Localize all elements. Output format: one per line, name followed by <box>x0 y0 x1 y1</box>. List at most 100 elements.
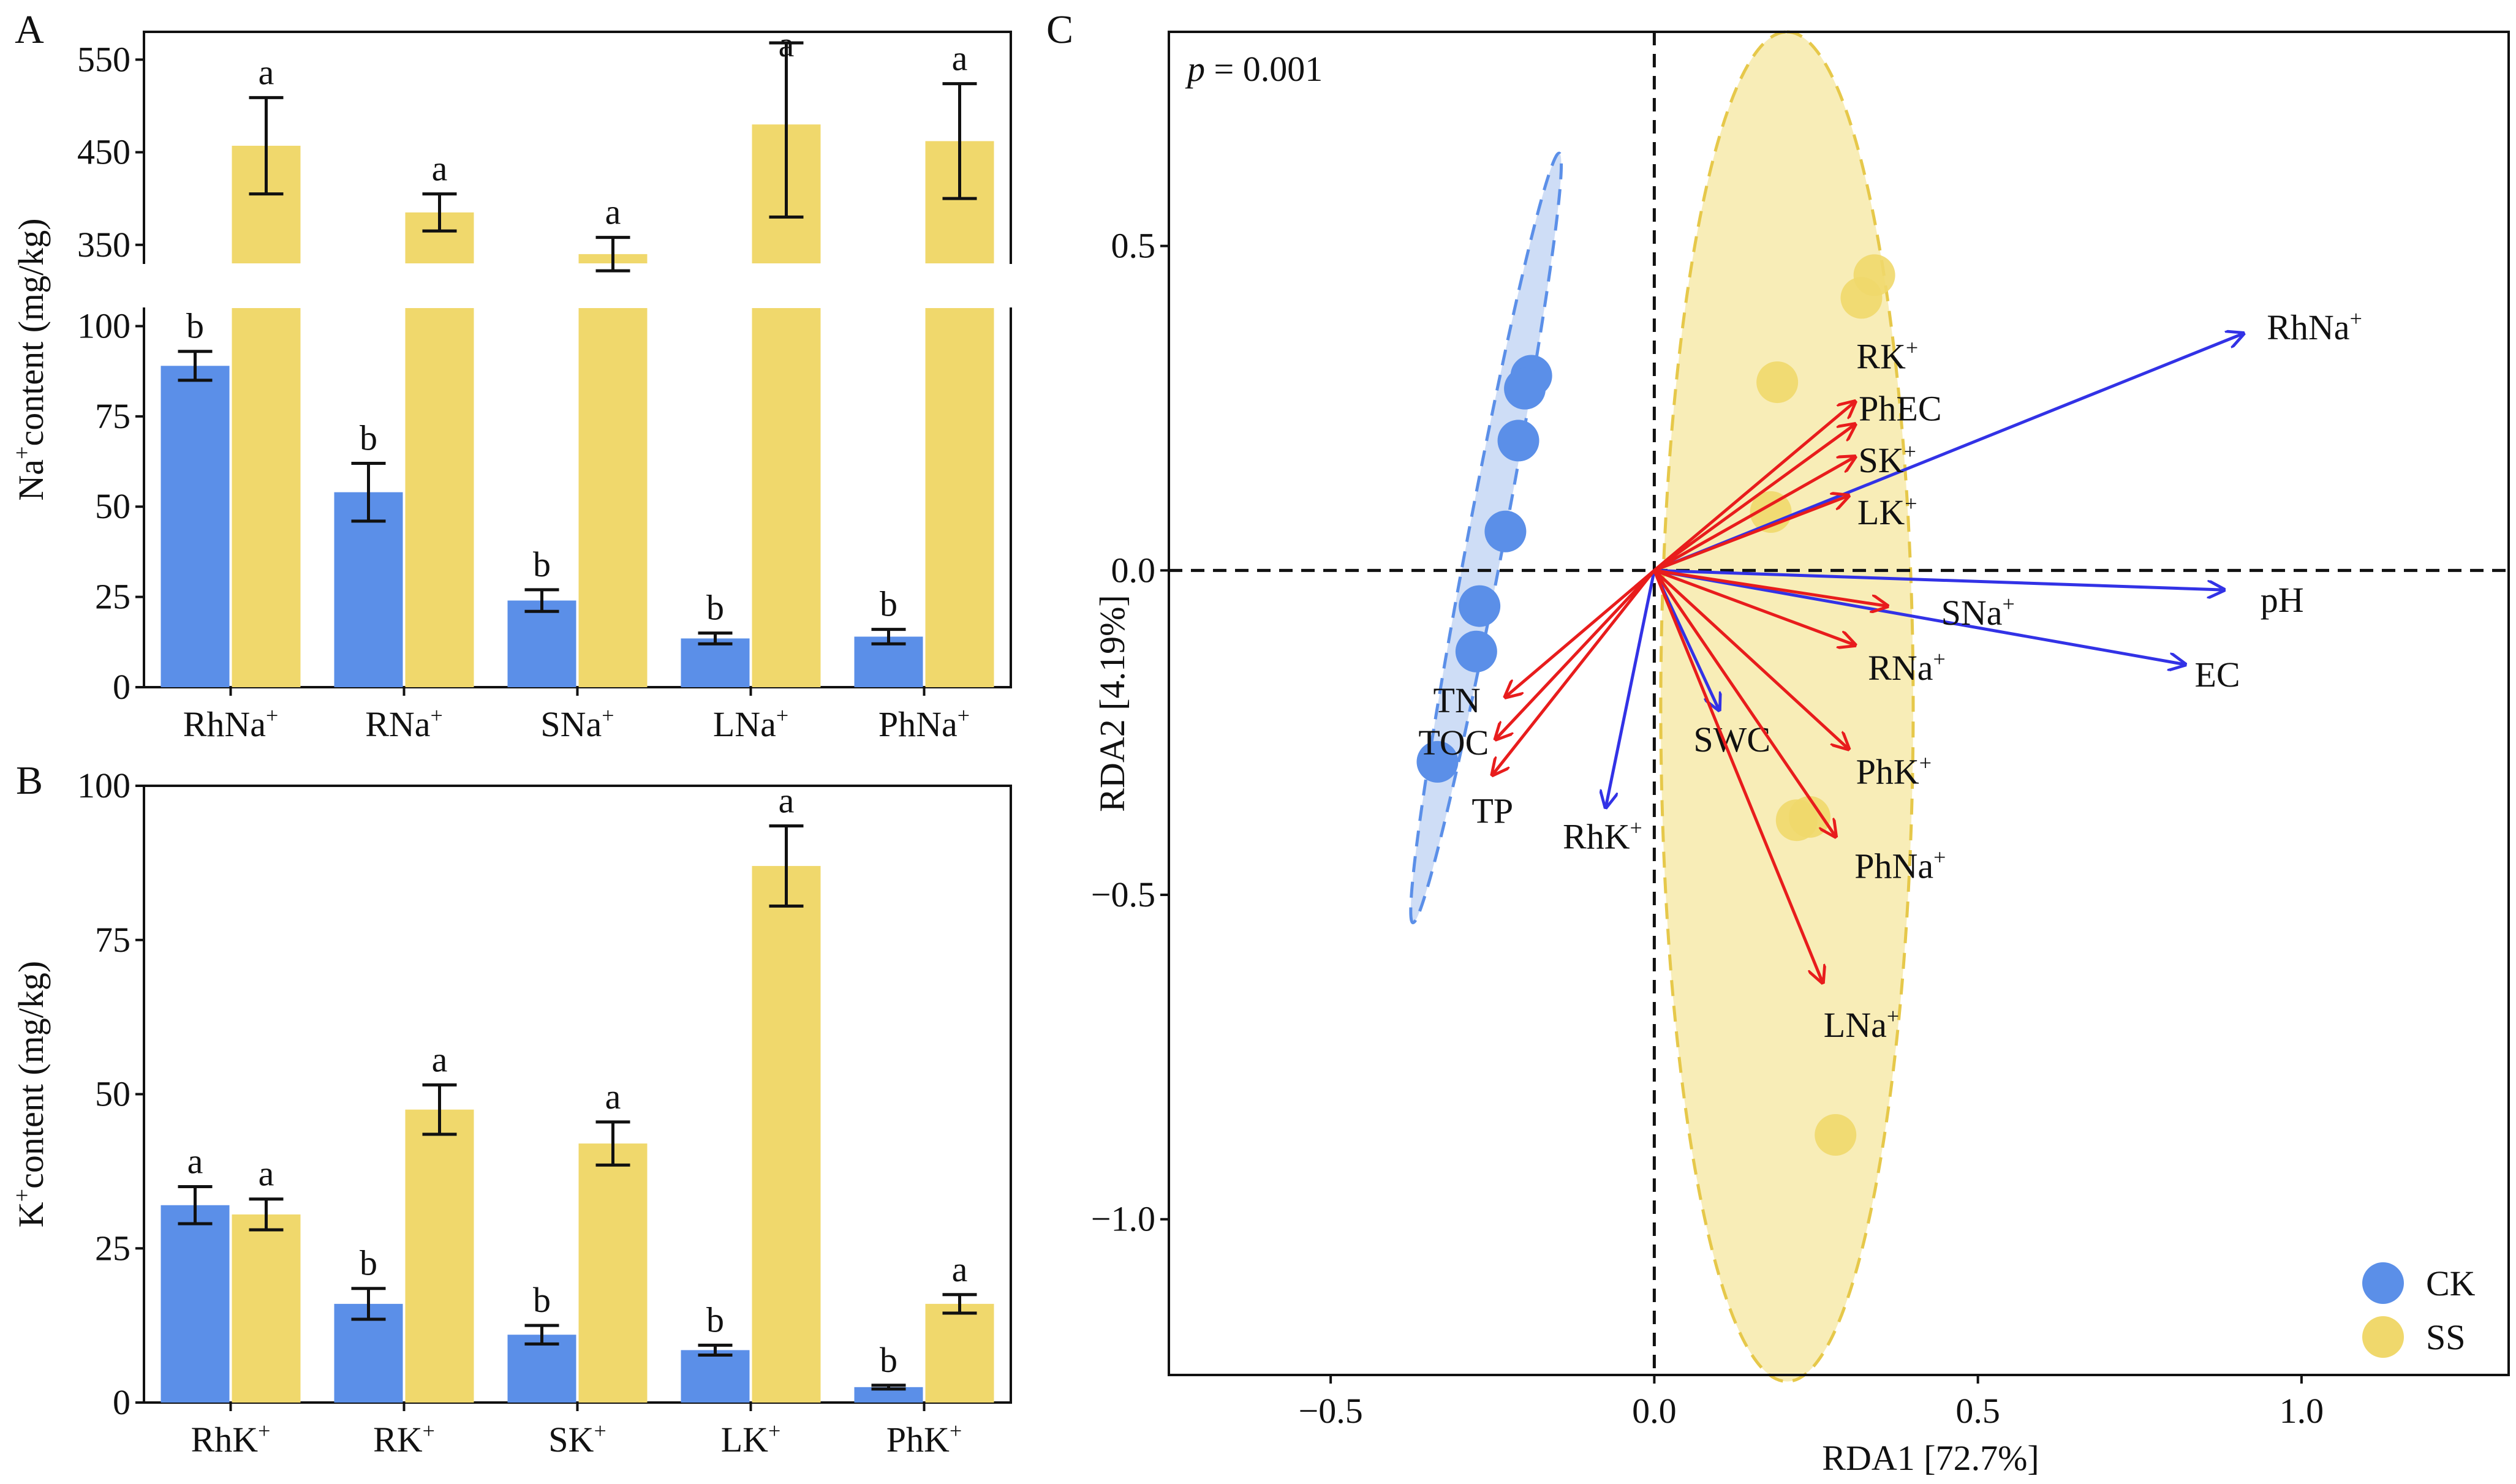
sample-point-ck <box>1484 510 1527 552</box>
sig-letter-ck-lna: b <box>706 588 724 628</box>
panel-b-k-content-chart: Ba a RhK+ b a RK+ b a SK+ b a LK+ b a PhK+ 0 25 50 75 100 K+… <box>9 758 1012 1460</box>
vector-label-lna: LNa+ <box>1824 1004 1899 1045</box>
y-axis-label: K+content (mg/kg) <box>9 961 51 1227</box>
bar-lower-ss-lna <box>752 308 821 687</box>
x-tick-label: −0.5 <box>1299 1391 1363 1431</box>
plot-frame <box>1168 31 2510 1376</box>
sig-letter-ss-phk: a <box>952 1249 968 1289</box>
bar-ck-rhk <box>161 1205 230 1403</box>
x-tick-label-rhna: RhNa+ <box>183 703 279 744</box>
bar-lower-ss-rhna <box>232 308 301 687</box>
vector-label-ph: pH <box>2261 580 2304 620</box>
bar-lower-ss-sna <box>578 308 648 687</box>
sample-point-ck <box>1504 367 1546 410</box>
x-tick-label-lk: LK+ <box>721 1418 781 1460</box>
sig-letter-ck-sk: b <box>533 1280 551 1320</box>
y-tick-label-75: 75 <box>95 396 130 436</box>
bar-ck-rhna <box>161 366 230 687</box>
vector-label-lk: LK+ <box>1857 491 1917 532</box>
axis-break-gap <box>140 264 1014 307</box>
x-tick-label: 1.0 <box>2280 1391 2324 1431</box>
sig-letter-ck-rna: b <box>360 418 377 458</box>
y-tick-label: −0.5 <box>1091 875 1155 914</box>
x-tick-label: 0.0 <box>1632 1391 1677 1431</box>
vector-arrow-lk <box>1653 495 1848 572</box>
vector-arrow-phna <box>1653 569 1835 836</box>
vector-label-tn: TN <box>1433 680 1480 720</box>
vector-label-ec: EC <box>2195 655 2240 695</box>
vector-arrow-lna <box>1653 570 1823 982</box>
vector-label-swc: SWC <box>1693 720 1770 759</box>
vector-arrow-ph <box>1654 568 2224 590</box>
bar-ck-sk <box>507 1335 576 1403</box>
x-tick-label-sna: SNa+ <box>540 703 614 744</box>
panel-a-na-content-chart: Ab a RhNa+ b a RNa+ b a SNa+ b a LNa+ b a PhNa+ 0 25 50 75… <box>9 7 1014 744</box>
x-tick-label-phna: PhNa+ <box>878 703 970 744</box>
vector-label-rhna: RhNa+ <box>2267 306 2362 347</box>
bar-ck-sna <box>507 600 576 687</box>
y-tick-label-0: 0 <box>113 667 130 707</box>
sig-letter-ss-sk: a <box>605 1077 621 1117</box>
y-tick-label-100: 100 <box>77 306 130 345</box>
y-tick-label-75: 75 <box>95 920 130 960</box>
bar-lower-ss-phna <box>925 308 994 687</box>
vector-arrow-sk <box>1653 457 1855 572</box>
sig-letter-ck-rhna: b <box>186 306 204 346</box>
vector-arrow-ec <box>1653 568 2185 665</box>
y-tick-label: 0.5 <box>1111 226 1156 266</box>
sig-letter-ss-rhk: a <box>259 1154 274 1194</box>
p-value-annotation: p = 0.001 <box>1185 49 1323 89</box>
bar-ck-lk <box>681 1350 750 1403</box>
sig-letter-ss-lk: a <box>779 780 795 820</box>
y-tick-label-50: 50 <box>95 1074 130 1114</box>
vector-label-tp: TP <box>1471 791 1513 831</box>
sample-point-ck <box>1416 740 1459 783</box>
sig-letter-ss-phna: a <box>952 39 968 78</box>
x-tick-label-rhk: RhK+ <box>191 1418 271 1460</box>
y-tick-label-350: 350 <box>77 225 130 265</box>
x-tick-label-sk: SK+ <box>548 1418 606 1460</box>
legend-label-ck: CK <box>2426 1264 2476 1303</box>
sample-point-ss <box>1815 1114 1857 1156</box>
sig-letter-ck-rhk: a <box>187 1142 203 1181</box>
x-tick-label-phk: PhK+ <box>886 1418 962 1460</box>
vector-label-rna: RNa+ <box>1868 647 1946 688</box>
sig-letter-ck-lk: b <box>706 1300 724 1339</box>
vector-label-toc: TOC <box>1418 723 1489 763</box>
vector-label-sna: SNa+ <box>1941 592 2015 633</box>
vector-label-phec: PhEC <box>1859 388 1941 428</box>
sample-point-ss <box>1788 796 1830 838</box>
legend-marker-ss <box>2362 1316 2404 1358</box>
sig-letter-ss-rhna: a <box>259 52 274 92</box>
sig-letter-ck-rk: b <box>360 1243 377 1283</box>
bar-ss-sk <box>578 1143 648 1403</box>
vector-arrow-phk <box>1653 569 1848 748</box>
bar-ss-phk <box>925 1303 994 1403</box>
sample-point-ck <box>1497 420 1539 462</box>
sig-letter-ck-phna: b <box>880 584 897 624</box>
sig-letter-ss-lna: a <box>779 24 795 64</box>
vector-arrow-rk <box>1653 402 1855 572</box>
x-tick-label-lna: LNa+ <box>713 703 788 744</box>
bar-ss-lk <box>752 865 821 1403</box>
bar-ck-lna <box>681 638 750 687</box>
sig-letter-ss-rk: a <box>432 1039 448 1079</box>
y-tick-label-100: 100 <box>77 766 130 805</box>
bar-ss-rhk <box>232 1214 301 1403</box>
confidence-ellipse-ss <box>1659 30 1915 1384</box>
vector-label-phna: PhNa+ <box>1854 845 1946 886</box>
bar-ck-rna <box>334 492 403 687</box>
y-tick-label: 0.0 <box>1111 550 1156 590</box>
sig-letter-ss-sna: a <box>605 192 621 232</box>
x-tick-label: 0.5 <box>1955 1391 2000 1431</box>
bar-ss-rk <box>405 1109 474 1403</box>
sample-point-ck <box>1459 585 1501 627</box>
panel-letter-c: C <box>1046 7 1073 52</box>
vector-arrow-sna <box>1654 568 1887 606</box>
legend-label-ss: SS <box>2426 1317 2466 1357</box>
y-tick-label-550: 550 <box>77 39 130 79</box>
sig-letter-ss-rna: a <box>432 149 448 189</box>
vector-label-rk: RK+ <box>1856 336 1918 377</box>
y-tick-label-450: 450 <box>77 132 130 172</box>
